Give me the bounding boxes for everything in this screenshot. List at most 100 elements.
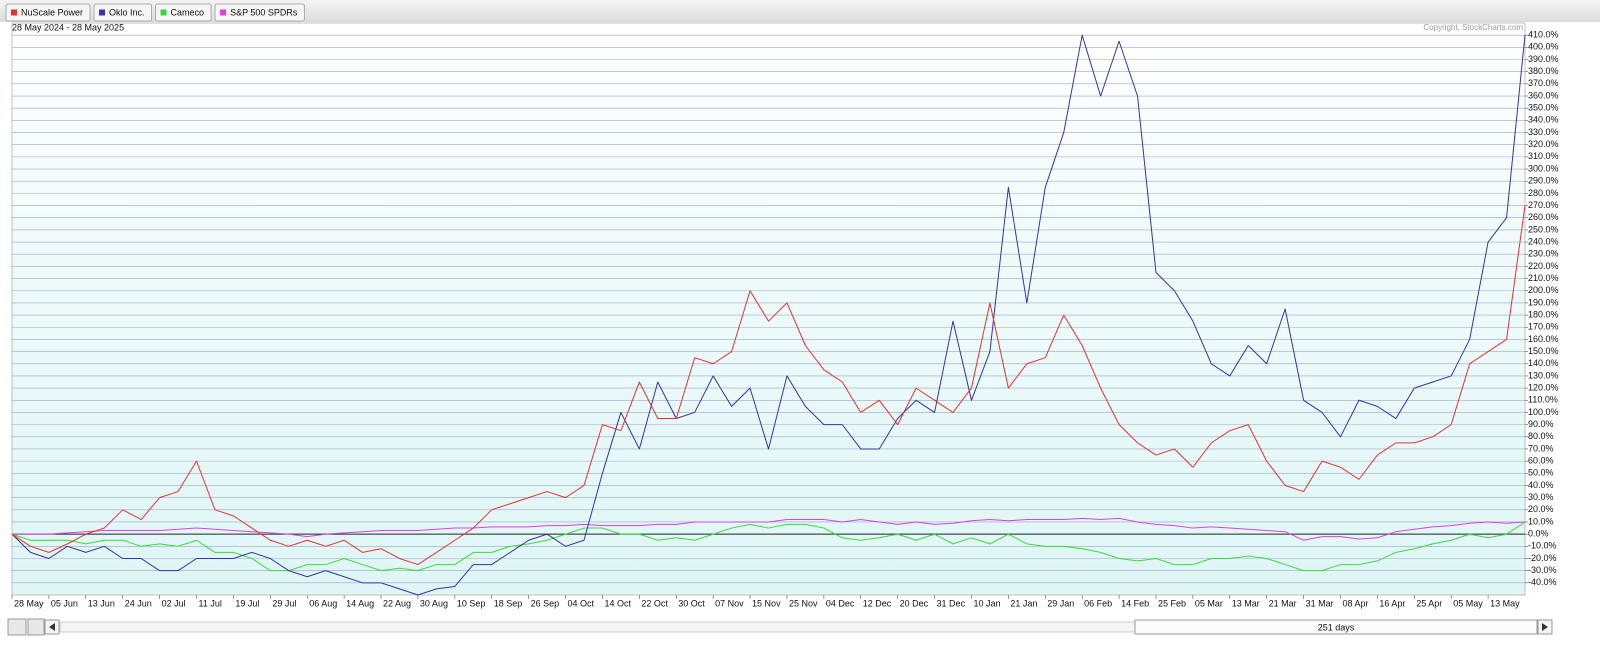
x-tick-label: 13 Mar bbox=[1232, 598, 1260, 608]
y-tick-label: 60.0% bbox=[1528, 456, 1554, 466]
x-tick-label: 13 May bbox=[1490, 598, 1520, 608]
y-tick-label: 400.0% bbox=[1528, 42, 1559, 52]
x-tick-label: 08 Apr bbox=[1342, 598, 1368, 608]
series-lines bbox=[11, 34, 1526, 596]
y-tick-label: 130.0% bbox=[1528, 370, 1559, 380]
x-tick-label: 10 Sep bbox=[457, 598, 486, 608]
x-tick-label: 07 Nov bbox=[715, 598, 744, 608]
grid bbox=[12, 34, 1525, 584]
y-tick-label: 120.0% bbox=[1528, 382, 1559, 392]
x-tick-label: 11 Jul bbox=[199, 598, 222, 608]
legend-item[interactable]: Cameco bbox=[155, 3, 212, 22]
y-tick-label: 300.0% bbox=[1528, 163, 1559, 173]
y-tick-label: -20.0% bbox=[1528, 553, 1557, 563]
chart-type-button[interactable] bbox=[7, 618, 27, 636]
scroll-track bbox=[59, 621, 1136, 633]
x-tick-label: 05 May bbox=[1453, 598, 1483, 608]
legend-swatch bbox=[160, 9, 167, 16]
legend-swatch bbox=[220, 9, 227, 16]
x-tick-label: 28 May bbox=[14, 598, 44, 608]
y-tick-label: 410.0% bbox=[1528, 30, 1559, 40]
plot-area bbox=[11, 22, 1526, 596]
x-tick-label: 13 Jun bbox=[88, 598, 115, 608]
x-tick-label: 26 Sep bbox=[531, 598, 560, 608]
copyright: Copyright, StockCharts.com bbox=[1423, 23, 1523, 32]
y-tick-label: 160.0% bbox=[1528, 334, 1559, 344]
x-tick-label: 24 Jun bbox=[125, 598, 152, 608]
toolbar bbox=[0, 0, 1600, 22]
legend-label: Oklo Inc. bbox=[109, 7, 145, 17]
y-tick-label: 80.0% bbox=[1528, 431, 1554, 441]
y-tick-label: 40.0% bbox=[1528, 480, 1554, 490]
y-tick-label: 310.0% bbox=[1528, 151, 1559, 161]
y-tick-label: 290.0% bbox=[1528, 176, 1559, 186]
series-line bbox=[12, 517, 1526, 541]
x-tick-label: 14 Feb bbox=[1121, 598, 1149, 608]
x-tick-label: 04 Dec bbox=[826, 598, 855, 608]
y-tick-label: 370.0% bbox=[1528, 78, 1559, 88]
legend-swatch bbox=[99, 9, 106, 16]
series-line bbox=[11, 205, 1526, 566]
y-tick-label: 200.0% bbox=[1528, 285, 1559, 295]
y-tick-label: 390.0% bbox=[1528, 54, 1559, 64]
legend-button bbox=[93, 3, 153, 22]
y-tick-label: 220.0% bbox=[1528, 261, 1559, 271]
legend-swatch bbox=[11, 9, 17, 16]
date-range: 28 May 2024 - 28 May 2025 bbox=[12, 22, 124, 32]
scroll-thumb[interactable] bbox=[1134, 619, 1538, 635]
y-tick-label: 230.0% bbox=[1528, 249, 1559, 259]
x-tick-label: 06 Aug bbox=[309, 598, 337, 608]
y-tick-label: 340.0% bbox=[1528, 115, 1559, 125]
x-tick-label: 14 Aug bbox=[346, 598, 374, 608]
x-tick-label: 30 Oct bbox=[678, 598, 705, 608]
y-tick-label: 250.0% bbox=[1528, 224, 1559, 234]
x-tick-label: 29 Jul bbox=[272, 598, 296, 608]
legend-label: Cameco bbox=[171, 7, 205, 17]
x-tick-label: 30 Aug bbox=[420, 598, 448, 608]
y-tick-label: 70.0% bbox=[1528, 443, 1554, 453]
x-tick-label: 12 Dec bbox=[863, 598, 892, 608]
legend-label: NuScale Power bbox=[21, 7, 83, 17]
legend-label: S&P 500 SPDRs bbox=[230, 7, 298, 17]
y-tick-label: 100.0% bbox=[1528, 407, 1559, 417]
legend-button bbox=[5, 3, 91, 22]
series-line bbox=[11, 34, 1526, 596]
y-tick-label: 210.0% bbox=[1528, 273, 1559, 283]
axes: -40.0% -30.0% -20.0% -10.0% 0.0% 10.0% 20.0% 30… bbox=[11, 30, 1559, 608]
legend-item[interactable]: S&P 500 SPDRs bbox=[214, 3, 305, 22]
x-tick-label: 29 Jan bbox=[1047, 598, 1074, 608]
y-tick-label: 320.0% bbox=[1528, 139, 1559, 149]
x-tick-label: 22 Oct bbox=[641, 598, 668, 608]
y-tick-label: 90.0% bbox=[1528, 419, 1554, 429]
legend-button bbox=[214, 3, 305, 22]
x-tick-label: 31 Dec bbox=[937, 598, 966, 608]
x-tick-label: 21 Mar bbox=[1269, 598, 1297, 608]
legend-item[interactable]: Oklo Inc. bbox=[93, 3, 153, 22]
y-tick-label: 180.0% bbox=[1528, 309, 1559, 319]
y-tick-label: 50.0% bbox=[1528, 468, 1554, 478]
legend-item[interactable]: NuScale Power bbox=[5, 3, 91, 22]
y-tick-label: 330.0% bbox=[1528, 127, 1559, 137]
y-tick-label: 240.0% bbox=[1528, 236, 1559, 246]
y-tick-label: -30.0% bbox=[1528, 565, 1557, 575]
legend: NuScale Power Oklo Inc. Cameco S&P 500 SPDR… bbox=[5, 3, 305, 22]
y-tick-label: 380.0% bbox=[1528, 66, 1559, 76]
x-tick-label: 25 Apr bbox=[1416, 598, 1442, 608]
y-tick-label: -40.0% bbox=[1528, 577, 1557, 587]
y-tick-label: 350.0% bbox=[1528, 103, 1559, 113]
x-tick-label: 21 Jan bbox=[1010, 598, 1037, 608]
x-tick-label: 05 Mar bbox=[1195, 598, 1223, 608]
x-tick-label: 31 Mar bbox=[1306, 598, 1334, 608]
y-tick-label: 360.0% bbox=[1528, 90, 1559, 100]
y-tick-label: 140.0% bbox=[1528, 358, 1559, 368]
y-tick-label: 110.0% bbox=[1528, 395, 1558, 405]
y-tick-label: 170.0% bbox=[1528, 322, 1559, 332]
bar-type-button[interactable] bbox=[27, 618, 45, 636]
x-tick-label: 15 Nov bbox=[752, 598, 781, 608]
x-tick-label: 19 Jul bbox=[235, 598, 259, 608]
y-tick-label: 190.0% bbox=[1528, 297, 1559, 307]
series-line bbox=[11, 521, 1526, 572]
x-tick-label: 14 Oct bbox=[604, 598, 631, 608]
